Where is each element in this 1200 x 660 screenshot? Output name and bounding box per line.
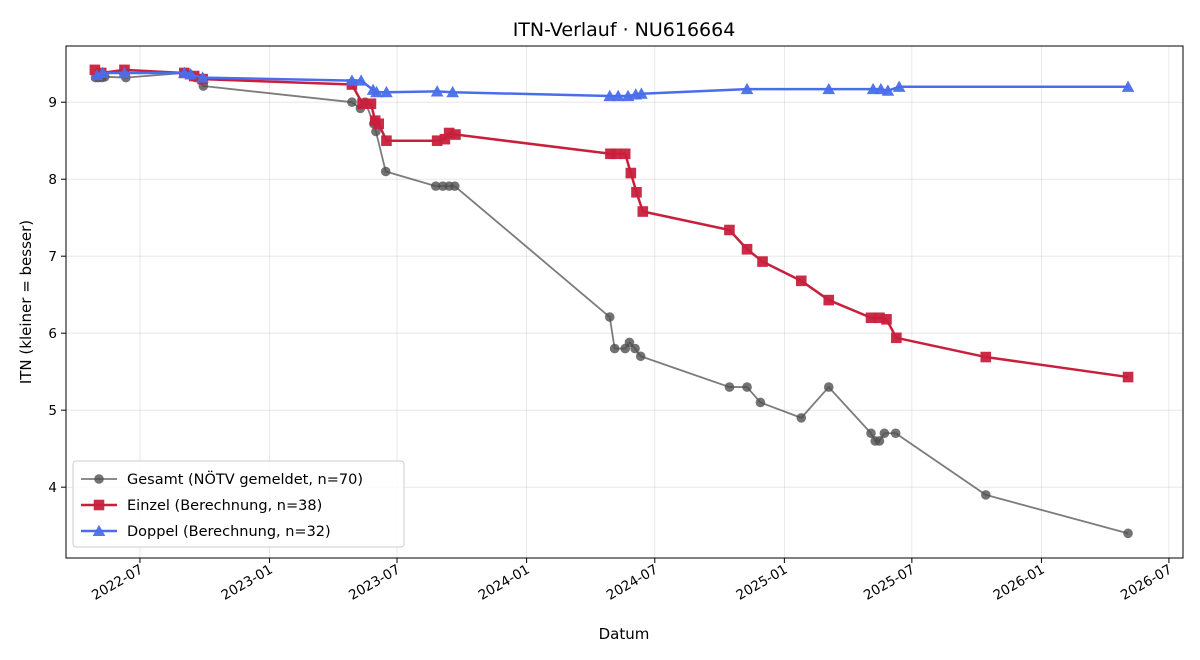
data-point	[796, 413, 807, 423]
data-point	[354, 74, 368, 86]
data-point	[635, 87, 648, 99]
data-point	[449, 181, 460, 191]
data-point	[357, 98, 368, 110]
data-point	[795, 275, 807, 287]
data-point	[890, 428, 901, 439]
legend-marker	[93, 499, 105, 511]
data-point	[881, 84, 895, 96]
data-point	[605, 148, 616, 160]
legend-marker	[92, 524, 106, 537]
data-point	[609, 343, 620, 354]
y-tick-label: 4	[48, 480, 57, 496]
data-point	[625, 167, 637, 179]
y-axis-label: ITN (kleiner = besser)	[17, 220, 35, 384]
y-tick-label: 8	[48, 172, 57, 188]
data-point	[380, 85, 393, 98]
x-axis-label: Datum	[599, 625, 650, 643]
data-point	[980, 351, 992, 363]
data-point	[96, 66, 109, 78]
data-point	[184, 68, 197, 80]
data-point	[637, 206, 649, 217]
data-point	[881, 314, 892, 325]
data-point	[604, 312, 615, 322]
data-point	[1121, 80, 1135, 92]
data-point	[450, 129, 461, 140]
data-point	[1122, 371, 1134, 383]
data-point	[381, 135, 392, 147]
data-point	[724, 382, 735, 392]
legend-entry-gesamt: Gesamt (NÖTV gemeldet, n=70)	[127, 470, 363, 488]
legend-entry-einzel: Einzel (Berechnung, n=38)	[127, 498, 322, 514]
chart-title: ITN-Verlauf · NU616664	[513, 19, 736, 41]
data-point	[892, 80, 906, 92]
legend: Gesamt (NÖTV gemeldet, n=70) Einzel (Bere…	[72, 460, 405, 548]
y-tick-label: 7	[48, 249, 57, 265]
series-einzel	[89, 64, 1134, 383]
data-point	[619, 148, 631, 160]
data-point	[755, 397, 766, 408]
data-point	[430, 181, 441, 191]
data-point	[891, 332, 902, 344]
data-point	[866, 428, 876, 439]
data-point	[822, 82, 836, 95]
data-point	[196, 71, 209, 83]
data-point	[1123, 528, 1133, 539]
data-point	[611, 89, 625, 102]
data-point	[430, 85, 444, 97]
data-point	[345, 74, 359, 86]
data-point	[823, 382, 834, 392]
plot-frame	[65, 45, 1184, 559]
data-point	[431, 135, 443, 147]
data-point	[823, 294, 835, 306]
data-point	[874, 312, 885, 324]
data-point	[879, 428, 890, 439]
data-point	[724, 224, 735, 236]
data-point	[874, 82, 888, 95]
y-tick-label: 5	[48, 403, 57, 419]
data-point	[631, 186, 642, 198]
data-point	[742, 382, 752, 392]
data-point	[89, 64, 101, 76]
data-point	[630, 343, 640, 354]
data-point	[365, 98, 377, 110]
legend-marker	[94, 474, 104, 484]
data-point	[380, 166, 391, 177]
data-point	[980, 490, 991, 500]
legend-entry-doppel: Doppel (Berechnung, n=32)	[127, 524, 331, 540]
data-point	[347, 97, 357, 108]
data-point	[446, 85, 459, 98]
data-point	[373, 118, 385, 130]
series-layer	[89, 64, 1135, 539]
data-point	[610, 148, 622, 160]
data-point	[740, 82, 754, 95]
grid	[66, 46, 1183, 558]
y-tick-label: 9	[48, 95, 57, 111]
data-point	[603, 89, 617, 102]
data-point	[370, 85, 383, 98]
data-point	[635, 351, 646, 362]
data-point	[865, 312, 877, 324]
series-markers-doppel	[90, 66, 1135, 102]
y-tick-label: 6	[48, 326, 57, 342]
data-point	[741, 243, 753, 255]
legend-box	[72, 460, 405, 548]
data-point	[443, 127, 455, 139]
data-point	[624, 337, 635, 348]
series-doppel	[90, 66, 1135, 102]
data-point	[118, 66, 131, 78]
data-point	[439, 133, 451, 145]
data-point	[874, 436, 885, 446]
data-point	[757, 256, 768, 267]
